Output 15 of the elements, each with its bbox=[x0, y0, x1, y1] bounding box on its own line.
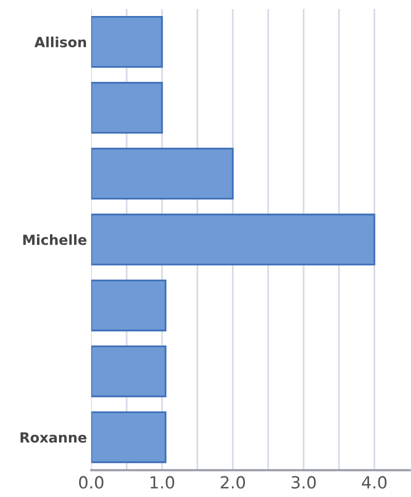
bar bbox=[91, 82, 163, 134]
bar bbox=[91, 411, 166, 464]
y-tick-label: Roxanne bbox=[20, 432, 86, 443]
y-tick-label: Allison bbox=[34, 36, 86, 48]
bar bbox=[91, 280, 166, 332]
y-tick-label: Michelle bbox=[23, 234, 86, 246]
x-tick-label: 0.0 bbox=[79, 476, 104, 489]
bar bbox=[91, 16, 163, 68]
x-tick-label: 1.0 bbox=[150, 476, 174, 489]
bar bbox=[91, 148, 234, 200]
x-tick-label: 2.0 bbox=[220, 476, 245, 489]
x-tick-label: 3.0 bbox=[292, 476, 316, 489]
bar bbox=[91, 214, 376, 266]
bar bbox=[91, 345, 166, 398]
x-tick-label: 4.0 bbox=[362, 476, 387, 489]
